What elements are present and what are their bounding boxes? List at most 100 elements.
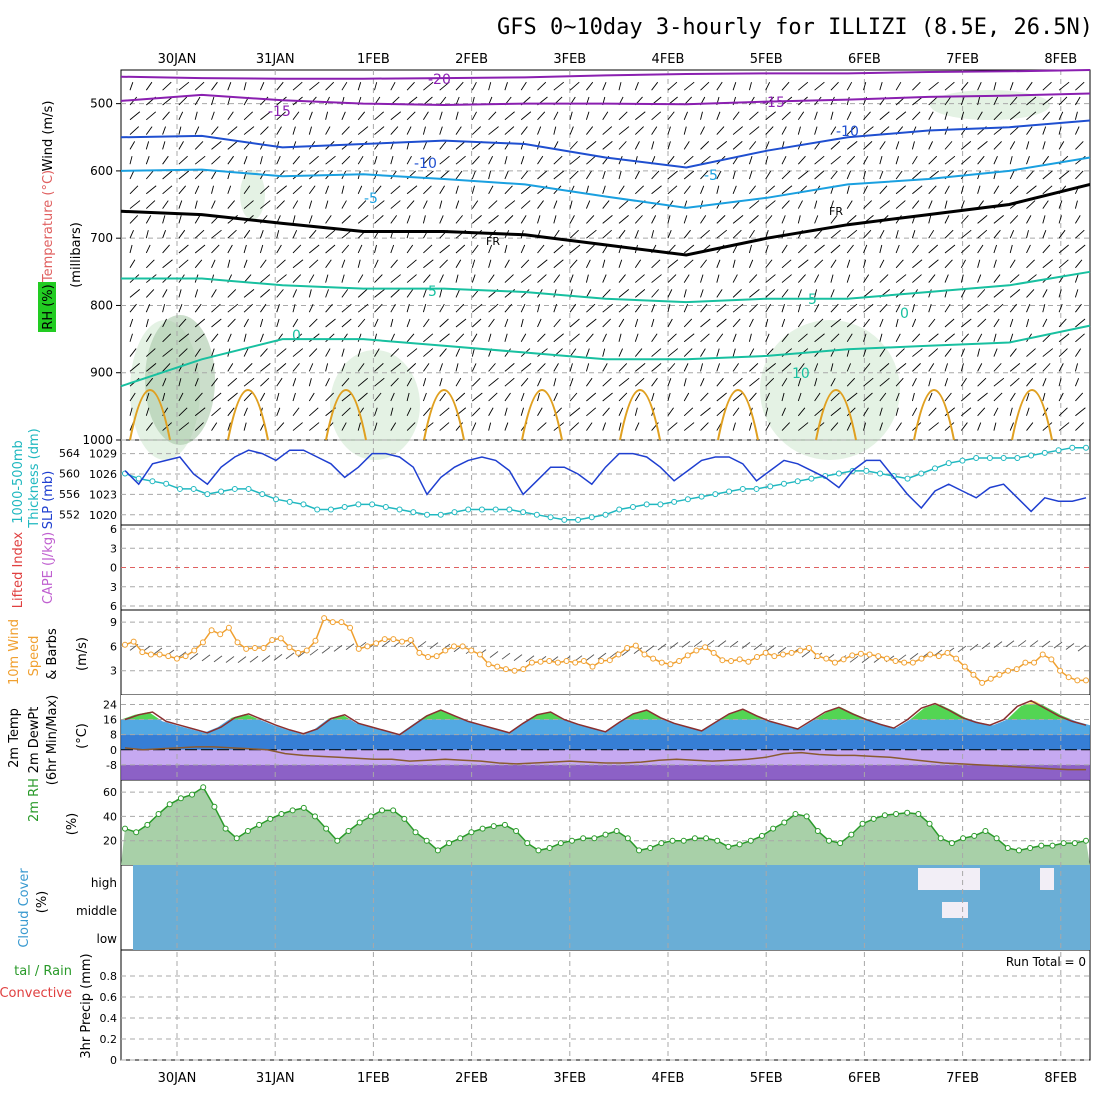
wind-barb [1058, 215, 1062, 224]
wind10-speed-line-point [580, 658, 587, 664]
wind-barb [341, 259, 346, 268]
rh-line-point [736, 841, 743, 848]
wind-barb [700, 155, 711, 165]
wind-barb [977, 422, 982, 431]
wind10-speed-line-point [892, 658, 899, 664]
wind-barb [488, 111, 497, 121]
thickness-line-point [176, 485, 183, 492]
rh-line-point [200, 784, 207, 791]
wind-barb [863, 377, 874, 387]
wind-barb [634, 422, 640, 431]
wind-barb [537, 200, 544, 209]
wind-barb [700, 111, 703, 120]
wind10-speed-line-point [450, 643, 457, 650]
wind-barb [634, 259, 642, 269]
wind-barb [406, 111, 416, 121]
wind10-speed-line-point [381, 636, 388, 643]
contour-label-fr-right: FR [829, 205, 843, 218]
wind-barb [928, 304, 932, 313]
wind-barb [602, 363, 608, 372]
wind-barb [422, 126, 426, 135]
wind-barb [586, 170, 592, 180]
wind-barb [960, 333, 969, 343]
wind-barb [455, 377, 462, 387]
wind-barb [911, 230, 916, 239]
wind-barb [129, 156, 133, 165]
wind-barb [129, 318, 134, 328]
wind-barb [211, 229, 222, 239]
thickness-line-point [314, 506, 321, 513]
rh-shading [330, 350, 420, 460]
wind-barb [765, 289, 776, 298]
wind-barb [1026, 170, 1034, 180]
wind-barb [488, 185, 494, 194]
wind-barb [928, 422, 939, 431]
wind-barb [781, 126, 787, 135]
lifted-tick-label: 3 [110, 542, 117, 555]
wind-barb [993, 141, 1002, 150]
wind-barb [586, 392, 597, 402]
wind10-barb [957, 645, 967, 653]
wind-barb [1042, 333, 1052, 343]
wind-barb [227, 422, 231, 431]
rh-line-point [211, 803, 218, 810]
label-lifted: Lifted Index [11, 531, 26, 608]
wind-barb [797, 363, 805, 372]
wind10-speed-line-point [650, 655, 657, 662]
wind-barb [960, 96, 965, 106]
wind-barb [944, 244, 956, 254]
wind-barb [846, 215, 857, 224]
rh-line-point [122, 825, 128, 832]
wind-barb [1026, 407, 1030, 416]
wind10-speed-line-point [182, 653, 189, 660]
wind-barb [586, 333, 594, 343]
wind-barb [243, 82, 247, 91]
wind-barb [194, 111, 198, 120]
wind-barb [928, 185, 937, 195]
wind-barb [634, 392, 641, 402]
wind-barb [830, 318, 842, 328]
wind-barb [879, 318, 884, 328]
contour-label-minus5-left: -5 [364, 191, 378, 207]
wind-barb [798, 81, 809, 91]
wind-barb [406, 363, 417, 372]
wind10-barb [189, 653, 199, 660]
wind-barb [162, 333, 172, 343]
contour-label-minus20: -20 [428, 72, 451, 88]
wind-barb [863, 259, 867, 268]
wind-barb [537, 170, 547, 180]
wind10-speed-line-point [251, 645, 258, 652]
wind-barb [765, 407, 769, 416]
wind10-barb [1053, 641, 1063, 649]
wind-barb [716, 318, 727, 328]
wind-barb [471, 170, 476, 180]
wind10-barb [657, 643, 667, 651]
wind-barb [374, 126, 385, 135]
wind-barb [977, 274, 982, 283]
wind-barb [667, 170, 678, 180]
wind-barb [863, 111, 871, 121]
wind10-barb [273, 653, 283, 661]
wind-barb [276, 244, 282, 254]
wind10-speed-line-point [373, 640, 380, 647]
wind-barb [390, 377, 399, 387]
date-label-top: 6FEB [848, 52, 881, 67]
wind10-speed-line-point [407, 636, 414, 643]
wind-barb [325, 96, 330, 106]
wind-barb [1074, 378, 1080, 387]
wind-barb [569, 229, 579, 239]
wind-barb [814, 170, 825, 180]
wind-barb [944, 303, 951, 313]
wind-barb [928, 229, 935, 239]
wind-barb [683, 229, 691, 239]
rh-line-point [602, 831, 609, 838]
wind-barb [520, 289, 530, 298]
wind-barb [129, 170, 135, 180]
wind-barb [341, 200, 347, 209]
rh-line-point [412, 829, 419, 836]
wind-barb [292, 244, 302, 254]
wind-barb [635, 363, 646, 372]
wind-barb [488, 259, 492, 268]
wind-barb [667, 348, 679, 357]
wind-barb [1074, 289, 1079, 298]
